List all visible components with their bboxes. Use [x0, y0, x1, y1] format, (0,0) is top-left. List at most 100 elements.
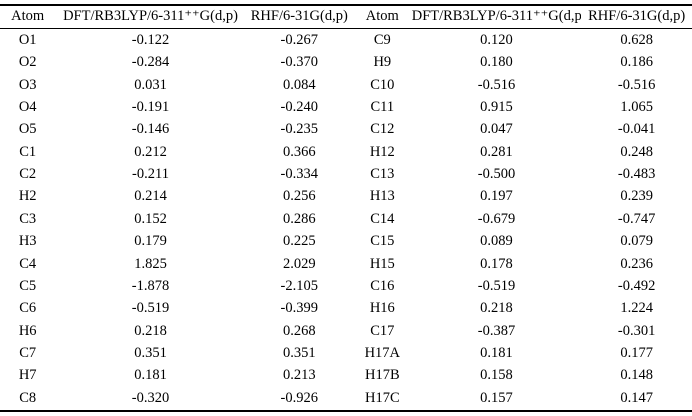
table-row: C6 -0.519 -0.399 H16 0.218 1.224	[0, 298, 692, 320]
table-cell: 0.256	[282, 188, 316, 205]
table-cell: -0.519	[131, 300, 170, 317]
table-cell: 0.225	[282, 233, 316, 250]
table-cell: 0.915	[480, 98, 513, 115]
header-row: Atom DFT/RB3LYP/6-311⁺⁺G(d,p) RHF/6-31G(…	[0, 5, 692, 29]
table-cell: H17A	[364, 345, 401, 362]
table-cell: 0.213	[282, 367, 316, 384]
table-cell: C5	[19, 277, 37, 294]
table-cell: H7	[18, 367, 37, 384]
table-cell: H9	[373, 54, 392, 71]
table-cell: 0.157	[480, 390, 513, 407]
table-cell: 0.152	[134, 210, 167, 227]
table-cell: -0.519	[477, 277, 516, 294]
table-cell: 0.197	[480, 188, 513, 205]
table-cell: H16	[369, 300, 395, 317]
table-cell: 0.628	[620, 31, 653, 48]
table-cell: 0.084	[282, 76, 316, 93]
table-cell: -0.041	[617, 121, 656, 138]
table-row: C4 1.825 2.029 H15 0.178 0.236	[0, 253, 692, 275]
table-cell: -0.146	[131, 121, 170, 138]
table-row: C1 0.212 0.366 H12 0.281 0.248	[0, 141, 692, 163]
table-row: O3 0.031 0.084 C10 -0.516 -0.516	[0, 74, 692, 96]
table-row: C7 0.351 0.351 H17A 0.181 0.177	[0, 342, 692, 364]
column-header-dft-right: DFT/RB3LYP/6-311⁺⁺G(d,p)	[411, 5, 582, 29]
table-cell: 0.177	[620, 345, 653, 362]
table-cell: H17B	[364, 367, 400, 384]
table-cell: -0.284	[131, 54, 170, 71]
table-row: O2 -0.284 -0.370 H9 0.180 0.186	[0, 52, 692, 74]
column-header-atom-left: Atom	[0, 5, 56, 29]
table-cell: 0.047	[480, 121, 513, 138]
table-cell: C4	[19, 255, 37, 272]
table-cell: 0.239	[620, 188, 653, 205]
table-cell: O1	[18, 31, 37, 48]
column-header-dft-left: DFT/RB3LYP/6-311⁺⁺G(d,p)	[55, 5, 246, 29]
table-cell: O2	[18, 54, 37, 71]
table-cell: -0.235	[280, 121, 319, 138]
table-row: C3 0.152 0.286 C14 -0.679 -0.747	[0, 208, 692, 230]
table-row: O4 -0.191 -0.240 C11 0.915 1.065	[0, 96, 692, 118]
table-cell: 0.218	[480, 300, 513, 317]
table-cell: H13	[369, 188, 395, 205]
table-cell: 0.148	[620, 367, 653, 384]
table-cell: -0.500	[477, 166, 516, 183]
table-cell: -0.926	[280, 390, 319, 407]
table-cell: -0.267	[280, 31, 319, 48]
table-cell: C1	[19, 143, 37, 160]
table-cell: O5	[18, 121, 37, 138]
table-cell: 0.079	[620, 233, 653, 250]
table-cell: 0.181	[480, 345, 513, 362]
column-header-rhf-left: RHF/6-31G(d,p)	[245, 5, 353, 29]
table-cell: 1.224	[620, 300, 653, 317]
table-cell: -0.399	[280, 300, 319, 317]
table-row: O1 -0.122 -0.267 C9 0.120 0.628	[0, 29, 692, 52]
table-row: C8 -0.320 -0.926 H17C 0.157 0.147	[0, 387, 692, 411]
table-cell: -1.878	[131, 277, 170, 294]
table-cell: 0.212	[134, 143, 167, 160]
table-cell: 0.158	[480, 367, 513, 384]
table-cell: C8	[19, 390, 37, 407]
table-cell: -0.516	[617, 76, 656, 93]
table-cell: O4	[18, 98, 37, 115]
table-cell: 0.268	[282, 322, 316, 339]
table-cell: 0.218	[134, 322, 167, 339]
table-cell: 0.351	[134, 345, 167, 362]
table-cell: C16	[370, 277, 395, 294]
table-cell: -0.679	[477, 210, 516, 227]
table-row: C5 -1.878 -2.105 C16 -0.519 -0.492	[0, 275, 692, 297]
table-cell: 0.147	[620, 390, 653, 407]
table-cell: H3	[18, 233, 37, 250]
table-cell: -0.747	[617, 210, 656, 227]
atomic-charges-table: Atom DFT/RB3LYP/6-311⁺⁺G(d,p) RHF/6-31G(…	[0, 4, 692, 412]
table-cell: C9	[373, 31, 391, 48]
table-cell: 0.286	[282, 210, 316, 227]
table-row: H6 0.218 0.268 C17 -0.387 -0.301	[0, 320, 692, 342]
column-header-atom-right: Atom	[352, 5, 412, 29]
table-cell: 2.029	[282, 255, 316, 272]
table-cell: 1.825	[134, 255, 167, 272]
table-cell: C10	[370, 76, 395, 93]
table-cell: 0.178	[480, 255, 513, 272]
table-cell: C11	[370, 98, 395, 115]
table-cell: 0.120	[480, 31, 513, 48]
table-cell: -0.191	[131, 98, 170, 115]
table-cell: -0.370	[280, 54, 319, 71]
table-cell: 0.248	[620, 143, 653, 160]
table-cell: 0.089	[480, 233, 513, 250]
table-cell: H2	[18, 188, 37, 205]
table-cell: 0.351	[282, 345, 316, 362]
table-row: O5 -0.146 -0.235 C12 0.047 -0.041	[0, 119, 692, 141]
table-cell: 0.236	[620, 255, 653, 272]
table-row: C2 -0.211 -0.334 C13 -0.500 -0.483	[0, 163, 692, 185]
table-cell: -0.240	[280, 98, 319, 115]
table-cell: C6	[19, 300, 37, 317]
table-cell: -0.301	[617, 322, 656, 339]
table-body: O1 -0.122 -0.267 C9 0.120 0.628 O2 -0.284 -0.370…	[0, 29, 692, 412]
table-cell: -0.492	[617, 277, 656, 294]
table-cell: O3	[18, 76, 37, 93]
table-cell: H6	[18, 322, 37, 339]
table-cell: C15	[370, 233, 395, 250]
table-cell: C7	[19, 345, 37, 362]
table-cell: C3	[19, 210, 37, 227]
table-cell: 0.180	[480, 54, 513, 71]
